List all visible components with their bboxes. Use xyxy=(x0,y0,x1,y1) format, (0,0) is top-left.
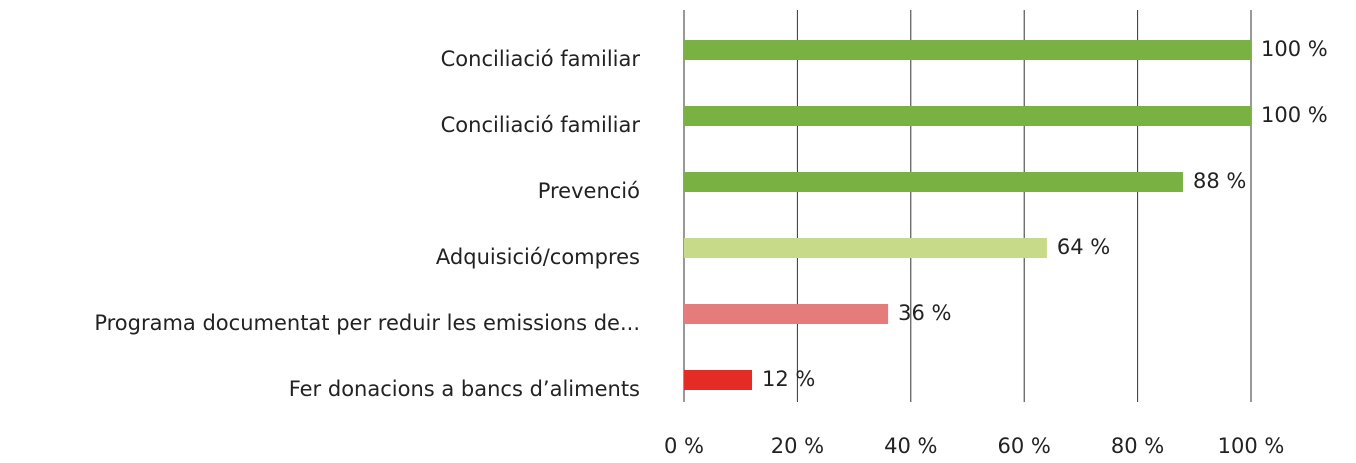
value-label: 36 % xyxy=(898,301,951,325)
value-label: 100 % xyxy=(1261,37,1328,61)
value-label: 12 % xyxy=(762,367,815,391)
category-label: Conciliació familiar xyxy=(441,113,641,137)
x-tick-label: 60 % xyxy=(998,434,1051,458)
category-label: Conciliació familiar xyxy=(441,47,641,71)
x-tick-label: 20 % xyxy=(771,434,824,458)
bar xyxy=(684,106,1251,126)
value-label: 88 % xyxy=(1193,169,1246,193)
x-tick-label: 80 % xyxy=(1111,434,1164,458)
bar xyxy=(684,40,1251,60)
x-tick-label: 40 % xyxy=(884,434,937,458)
category-label: Prevenció xyxy=(538,179,640,203)
bar xyxy=(684,238,1047,258)
value-label: 64 % xyxy=(1057,235,1110,259)
category-label: Fer donacions a bancs d’aliments xyxy=(289,377,640,401)
category-label: Programa documentat per reduir les emiss… xyxy=(94,311,640,335)
category-label: Adquisició/compres xyxy=(436,245,640,269)
x-tick-label: 100 % xyxy=(1218,434,1285,458)
bar xyxy=(684,172,1183,192)
value-label: 100 % xyxy=(1261,103,1328,127)
bar xyxy=(684,304,889,324)
x-tick-label: 0 % xyxy=(664,434,704,458)
bar xyxy=(684,370,753,390)
